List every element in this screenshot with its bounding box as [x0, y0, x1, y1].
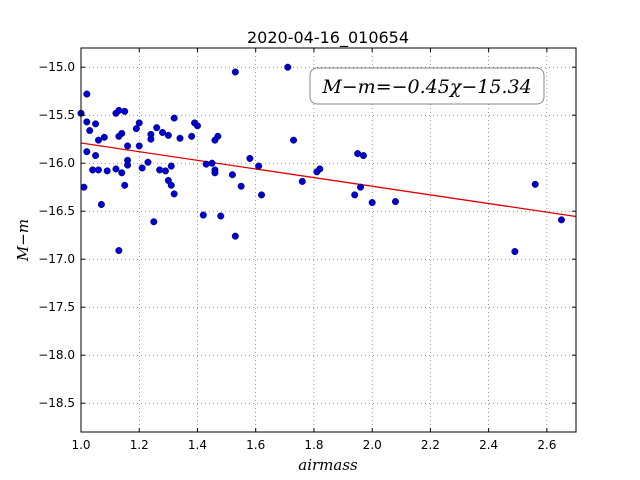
data-point: [147, 135, 155, 143]
y-tick-label: −16.5: [38, 204, 75, 218]
data-point: [211, 169, 219, 177]
y-tick-label: −15.5: [38, 108, 75, 122]
data-point: [167, 181, 175, 189]
data-point: [167, 162, 175, 170]
data-point: [97, 200, 105, 208]
data-point: [228, 171, 236, 179]
data-point: [138, 164, 146, 172]
data-point: [115, 106, 123, 114]
data-point: [115, 247, 123, 255]
data-point: [193, 122, 201, 130]
plot-background: [81, 48, 576, 432]
data-point: [354, 150, 362, 158]
data-point: [217, 212, 225, 220]
x-tick-label: 2.6: [537, 438, 556, 452]
x-tick-label: 1.6: [246, 438, 265, 452]
data-point: [255, 162, 263, 170]
data-point: [80, 183, 88, 191]
annotation-text: M−m=−0.45χ−15.34: [321, 76, 531, 98]
ticks: 1.0 1.2 1.4 1.6 1.8 2.0 2.2 2.4 2.6 −15.0 −15.5 −16…: [38, 48, 576, 452]
x-tick-label: 2.0: [363, 438, 382, 452]
data-point: [202, 160, 210, 168]
data-points: [77, 63, 565, 256]
data-point: [124, 161, 132, 169]
data-point: [159, 128, 167, 136]
data-point: [258, 191, 266, 199]
x-tick-label: 1.4: [188, 438, 207, 452]
data-point: [246, 154, 254, 162]
annotation-box: [309, 67, 545, 105]
data-point: [231, 68, 239, 76]
data-point: [118, 129, 126, 137]
y-tick-label: −17.5: [38, 300, 75, 314]
data-point: [284, 63, 292, 71]
plot-frame: [80, 47, 577, 433]
data-point: [86, 127, 94, 135]
data-point: [237, 182, 245, 190]
data-point: [135, 142, 143, 150]
y-tick-label: −18.0: [38, 348, 75, 362]
data-point: [89, 166, 97, 174]
grid: [80, 48, 576, 432]
data-point: [156, 166, 164, 174]
data-point: [316, 165, 324, 173]
data-point: [359, 152, 367, 160]
x-tick-label: 1.8: [304, 438, 323, 452]
y-tick-label: −15.0: [38, 60, 75, 74]
data-point: [153, 124, 161, 132]
y-tick-label: −17.0: [38, 252, 75, 266]
data-point: [511, 248, 519, 256]
data-point: [161, 167, 169, 175]
data-point: [124, 142, 132, 150]
data-point: [351, 191, 359, 199]
y-axis-title: M−m: [14, 219, 32, 262]
y-tick-label: −16.0: [38, 156, 75, 170]
data-point: [103, 167, 111, 175]
data-point: [132, 125, 140, 133]
data-point: [188, 132, 196, 140]
data-point: [83, 90, 91, 98]
data-point: [94, 166, 102, 174]
data-point: [150, 218, 158, 226]
data-point: [357, 183, 365, 191]
x-tick-label: 2.4: [479, 438, 498, 452]
data-point: [176, 134, 184, 142]
data-point: [170, 190, 178, 198]
data-point: [164, 131, 172, 139]
fit-line: [80, 142, 577, 218]
x-tick-label: 1.0: [71, 438, 90, 452]
data-point: [531, 180, 539, 188]
data-point: [368, 199, 376, 207]
data-point: [112, 165, 120, 173]
fit-line-group: [80, 142, 577, 218]
x-axis-title: airmass: [298, 456, 358, 474]
data-point: [121, 107, 129, 115]
data-point: [208, 159, 216, 167]
data-point: [144, 158, 152, 166]
data-point: [83, 148, 91, 156]
data-point: [83, 118, 91, 126]
data-point: [121, 181, 129, 189]
data-point: [557, 216, 565, 224]
data-point: [199, 211, 207, 219]
data-point: [214, 132, 222, 140]
data-point: [118, 169, 126, 177]
data-point: [100, 133, 108, 141]
data-point: [135, 119, 143, 127]
data-point: [92, 120, 100, 128]
data-point: [94, 136, 102, 144]
fit-annotation: M−m=−0.45χ−15.34: [309, 67, 545, 105]
data-point: [170, 114, 178, 122]
data-point: [391, 198, 399, 206]
data-point: [231, 232, 239, 240]
data-point: [92, 152, 100, 160]
chart-title: 2020-04-16_010654: [247, 28, 409, 48]
x-tick-label: 2.2: [421, 438, 440, 452]
data-point: [298, 177, 306, 185]
x-tick-label: 1.2: [130, 438, 149, 452]
data-point: [290, 136, 298, 144]
y-tick-label: −18.5: [38, 396, 75, 410]
